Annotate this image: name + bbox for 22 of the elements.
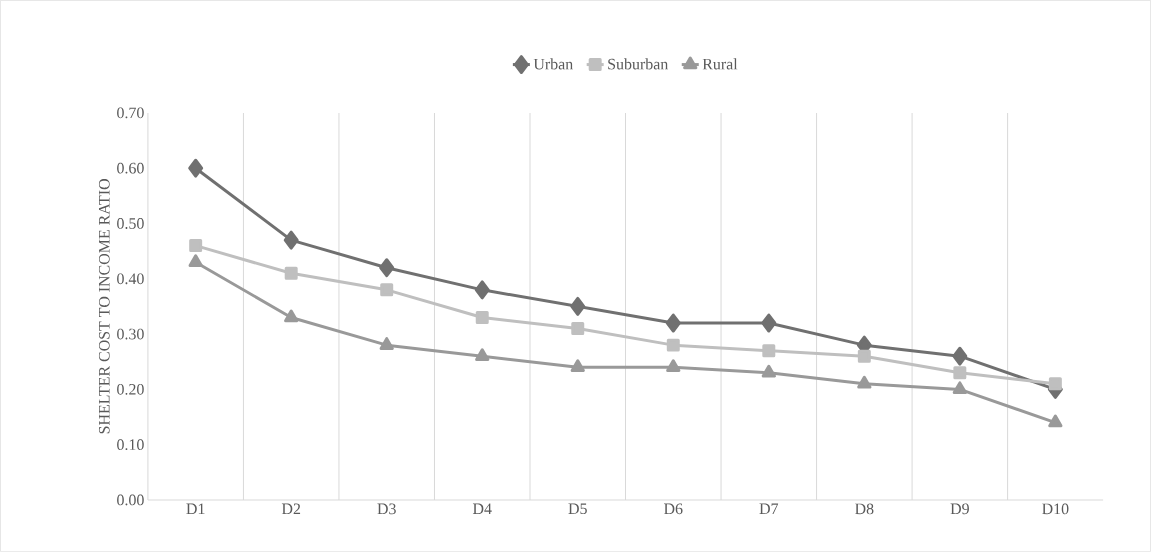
y-axis-title: SHELTER COST TO INCOME RATIO bbox=[98, 179, 110, 434]
x-tick-label: D9 bbox=[950, 503, 969, 515]
y-tick-label: 0.60 bbox=[117, 162, 144, 174]
x-tick-label: D4 bbox=[472, 503, 492, 515]
x-tick-label: D1 bbox=[186, 503, 205, 515]
y-tick-label: 0.00 bbox=[117, 494, 144, 506]
x-tick-label: D6 bbox=[663, 503, 683, 515]
x-tick-label: D10 bbox=[1042, 503, 1069, 515]
y-tick-label: 0.50 bbox=[117, 218, 144, 229]
legend-label: Suburban bbox=[608, 58, 669, 70]
y-tick-label: 0.30 bbox=[117, 328, 144, 340]
x-tick-label: D5 bbox=[568, 503, 587, 515]
x-tick-label: D3 bbox=[377, 503, 396, 515]
legend-label: Urban bbox=[533, 58, 573, 70]
legend-label: Rural bbox=[702, 58, 738, 70]
x-tick-label: D2 bbox=[281, 503, 301, 515]
y-tick-label: 0.40 bbox=[117, 273, 144, 285]
y-tick-label: 0.10 bbox=[117, 439, 144, 451]
y-tick-label: 0.20 bbox=[117, 384, 144, 395]
y-tick-label: 0.70 bbox=[117, 107, 144, 119]
x-tick-label: D8 bbox=[855, 503, 874, 515]
x-tick-label: D7 bbox=[759, 503, 779, 515]
